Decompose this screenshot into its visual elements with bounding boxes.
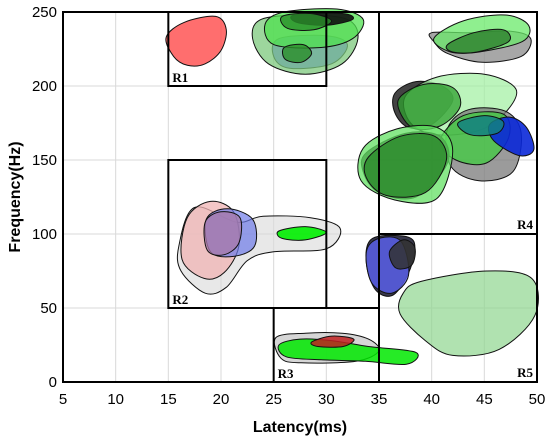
y-axis-title: Frequency(Hz) — [7, 141, 24, 252]
region-label-r1: R1 — [172, 70, 188, 85]
x-axis-title: Latency(ms) — [253, 419, 347, 436]
x-tick-labels: 5 10 15 20 25 30 35 40 45 50 — [59, 391, 546, 408]
cluster-blob — [165, 15, 227, 67]
x-tick-label: 25 — [265, 391, 282, 408]
x-tick-label: 30 — [318, 391, 335, 408]
cluster-blob — [281, 43, 313, 64]
cluster-layer — [165, 8, 539, 366]
cluster-blob — [203, 211, 243, 256]
cluster-blob — [445, 28, 511, 54]
cluster-blob — [363, 133, 448, 198]
cluster-blob — [398, 270, 539, 357]
x-tick-label: 45 — [476, 391, 493, 408]
region-label-r4: R4 — [517, 217, 533, 232]
x-tick-label: 40 — [423, 391, 440, 408]
y-tick-labels: 0 50 100 150 200 250 — [32, 4, 57, 391]
region-box-r2 — [167, 159, 328, 309]
plot-frame — [62, 11, 538, 383]
x-tick-label: 35 — [371, 391, 388, 408]
x-tick-label: 10 — [107, 391, 124, 408]
region-label-r2: R2 — [172, 292, 188, 307]
cluster-blob — [310, 335, 355, 348]
cluster-blob — [457, 115, 505, 137]
region-label-r3: R3 — [278, 366, 294, 381]
x-tick-label: 5 — [59, 391, 67, 408]
y-tick-label: 50 — [40, 300, 57, 317]
region-label-r5: R5 — [517, 365, 533, 380]
y-tick-label: 200 — [32, 78, 57, 95]
x-tick-label: 20 — [213, 391, 230, 408]
x-tick-label: 50 — [529, 391, 546, 408]
y-tick-label: 100 — [32, 226, 57, 243]
x-tick-label: 15 — [160, 391, 177, 408]
cluster-blob — [276, 226, 327, 241]
y-tick-label: 250 — [32, 4, 57, 21]
y-tick-label: 0 — [49, 374, 57, 391]
cluster-blob — [388, 239, 416, 270]
y-tick-label: 150 — [32, 152, 57, 169]
